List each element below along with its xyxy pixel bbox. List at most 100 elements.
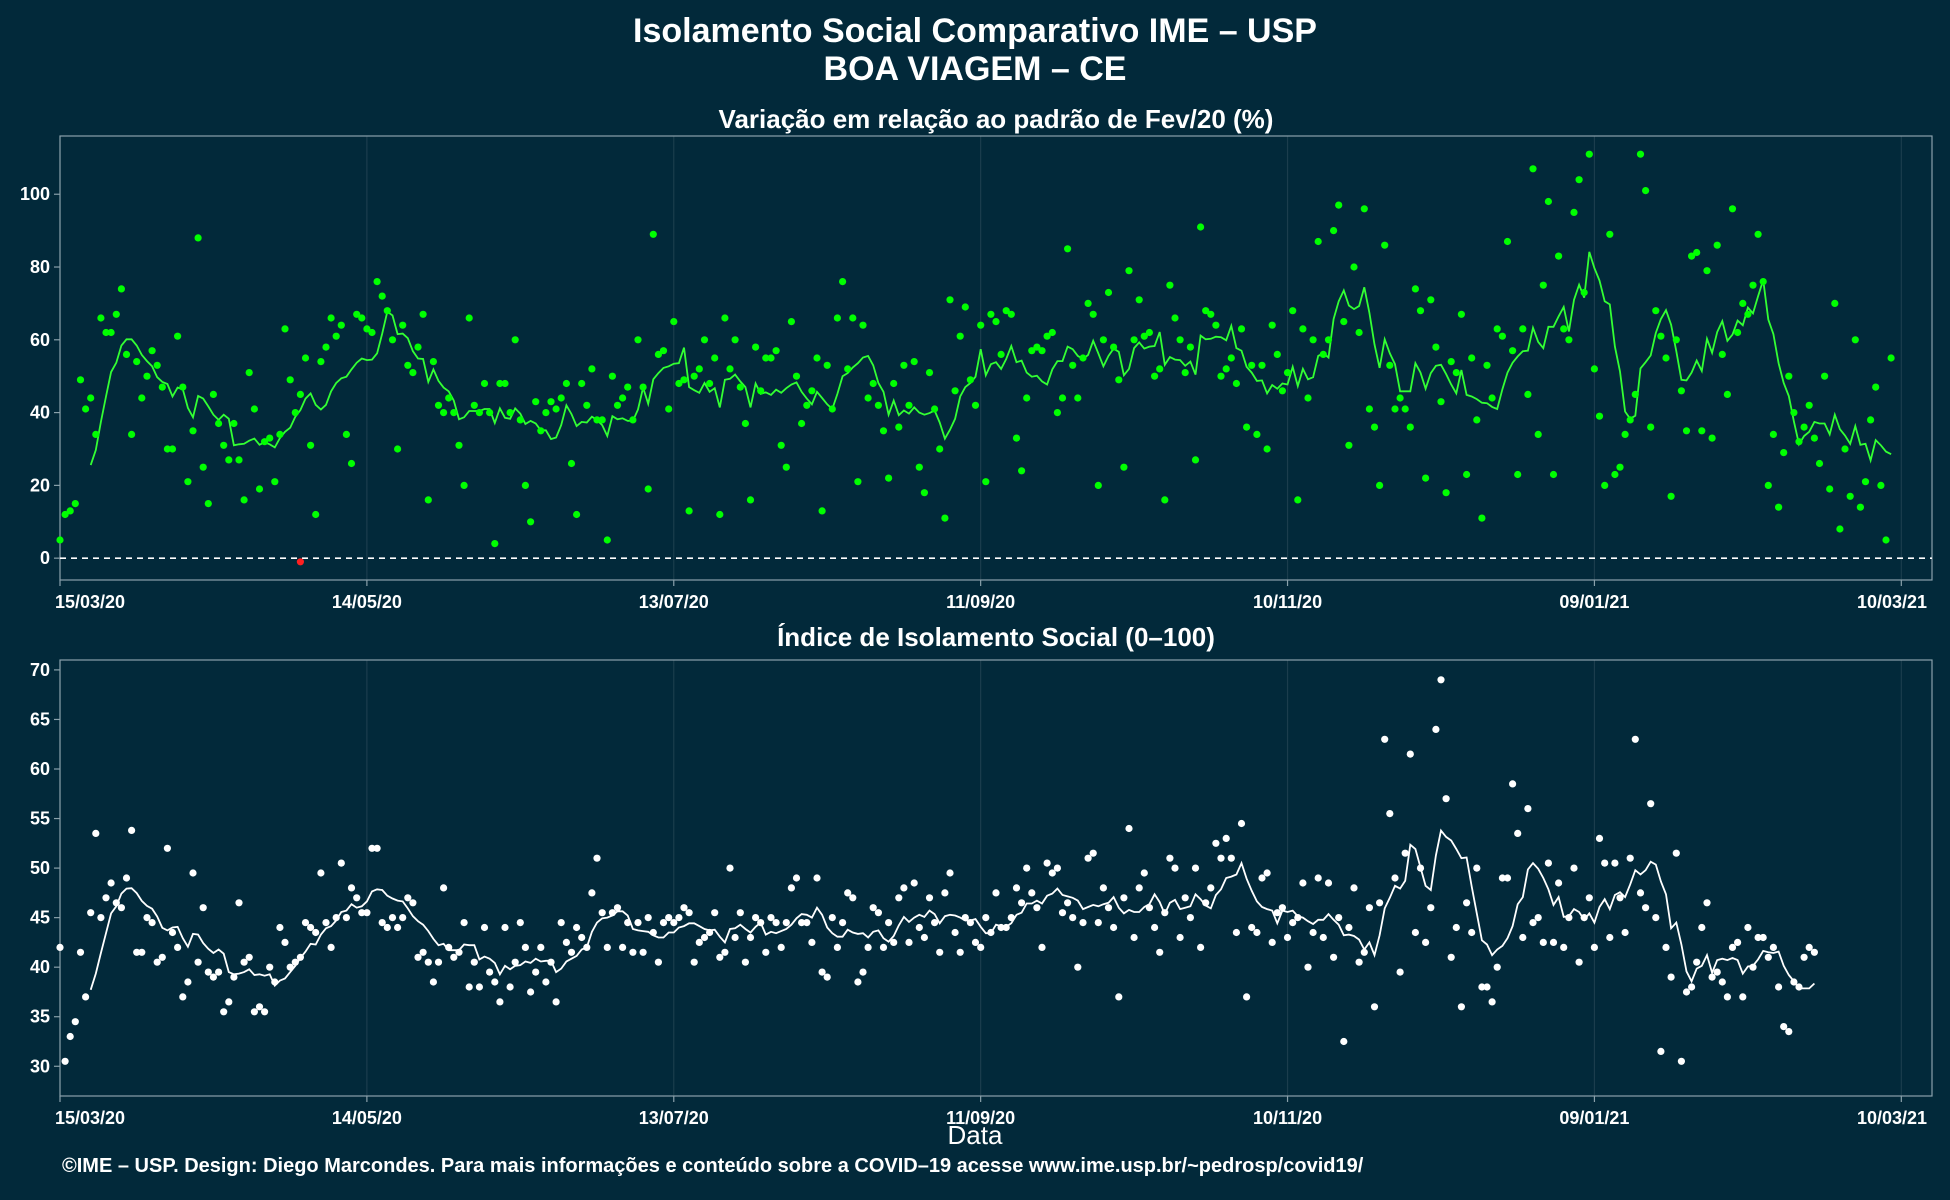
data-point (1058, 394, 1067, 402)
data-point (133, 358, 141, 366)
data-point (1647, 800, 1655, 808)
data-point (1079, 354, 1087, 362)
data-point (194, 958, 202, 966)
data-point (1744, 923, 1752, 932)
data-point (874, 909, 883, 917)
data-point (1074, 963, 1082, 971)
data-point (1191, 456, 1200, 464)
panel-title: Índice de Isolamento Social (0–100) (777, 622, 1215, 652)
data-point (1667, 492, 1675, 500)
data-point (700, 336, 709, 344)
data-point (1775, 983, 1783, 991)
data-point (527, 988, 535, 996)
data-point (1473, 416, 1481, 424)
data-point (1636, 889, 1645, 897)
data-point (276, 923, 284, 932)
data-point (312, 510, 320, 519)
data-point (153, 361, 161, 369)
data-point (1718, 978, 1726, 986)
x-tick-label: 11/09/20 (946, 1108, 1015, 1128)
data-point (557, 919, 565, 927)
data-point (910, 358, 918, 366)
data-point (624, 919, 632, 927)
data-point (567, 459, 576, 468)
data-point (1856, 503, 1864, 511)
data-point (501, 379, 509, 388)
data-point (1606, 933, 1614, 942)
data-point (1723, 993, 1731, 1001)
data-point (1718, 350, 1726, 358)
data-point (1488, 998, 1496, 1006)
data-point (419, 310, 427, 318)
data-point (1012, 434, 1021, 442)
data-point (1289, 307, 1297, 315)
data-point (1595, 834, 1604, 843)
data-point (1872, 383, 1880, 391)
data-point (711, 909, 719, 917)
data-point (547, 958, 555, 966)
data-point (1616, 463, 1624, 471)
data-point (373, 278, 381, 286)
data-point (1452, 369, 1460, 377)
data-point (844, 365, 852, 373)
data-point (1688, 252, 1696, 260)
x-tick-label: 10/11/20 (1253, 592, 1322, 612)
data-point (1549, 470, 1558, 479)
data-point (1519, 325, 1527, 333)
data-point (184, 478, 192, 486)
data-point (1151, 923, 1159, 932)
data-point (583, 943, 591, 952)
data-point (434, 958, 443, 966)
x-tick-label: 15/03/20 (55, 592, 125, 612)
data-point (1621, 928, 1629, 937)
data-point (1483, 361, 1491, 369)
data-point (1544, 859, 1552, 867)
data-point (1503, 237, 1512, 246)
data-point (808, 387, 816, 395)
data-point (148, 347, 156, 355)
data-point (353, 894, 361, 902)
data-point (1514, 829, 1522, 838)
data-point (1800, 423, 1808, 431)
data-point (752, 914, 760, 922)
data-point (1636, 150, 1645, 158)
data-point (301, 919, 310, 927)
data-point (66, 1032, 74, 1041)
data-point (1243, 423, 1251, 431)
data-point (1442, 489, 1450, 497)
data-point (1232, 379, 1240, 388)
data-point (112, 899, 120, 907)
data-point (746, 933, 755, 942)
data-point (102, 894, 110, 902)
data-point (1217, 854, 1225, 862)
data-point (307, 441, 315, 449)
data-point (839, 278, 847, 286)
data-point (925, 369, 934, 377)
data-point (271, 478, 279, 486)
data-point (496, 998, 504, 1006)
data-point (1058, 909, 1067, 917)
data-point (1294, 496, 1302, 504)
data-point (844, 889, 852, 897)
data-point (1140, 332, 1148, 340)
data-point (1411, 928, 1419, 937)
data-point (670, 919, 678, 927)
y-tick-label: 100 (20, 184, 50, 204)
data-point (1754, 933, 1762, 942)
data-point (1253, 430, 1261, 438)
data-point (567, 948, 576, 956)
data-point (762, 948, 770, 956)
data-point (1432, 725, 1440, 734)
data-point (1509, 347, 1517, 355)
data-point (1606, 230, 1614, 238)
data-point (1693, 958, 1701, 966)
data-point (97, 314, 105, 322)
data-point (1478, 983, 1486, 991)
data-point (1089, 849, 1097, 857)
data-point (736, 909, 744, 917)
data-point (470, 958, 478, 966)
data-point (1140, 869, 1148, 877)
data-point (562, 938, 571, 947)
data-point (1181, 894, 1189, 902)
